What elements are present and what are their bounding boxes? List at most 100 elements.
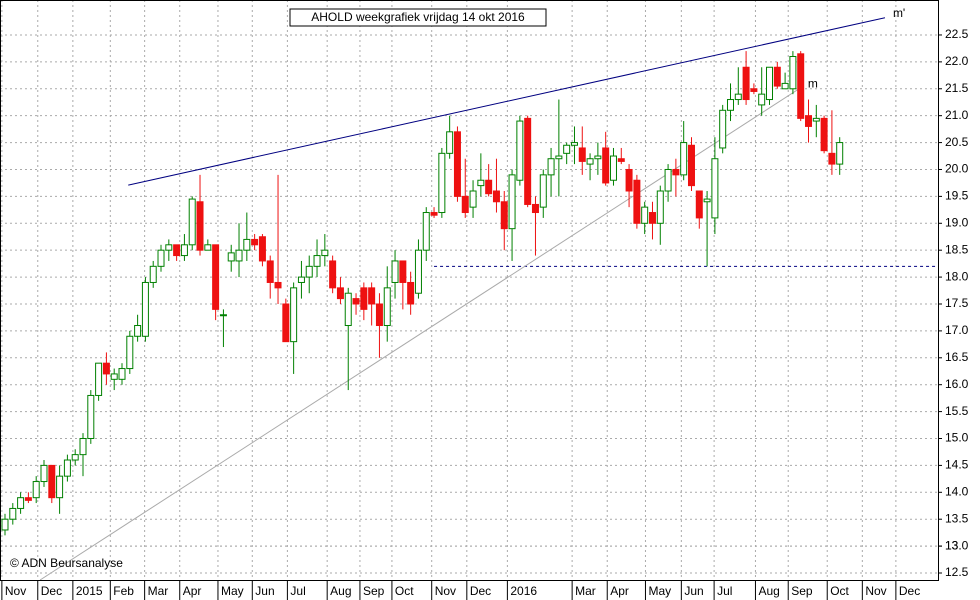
- copyright: © ADN Beursanalyse: [10, 556, 123, 570]
- x-tick-label: Oct: [830, 584, 849, 598]
- candle-body: [805, 115, 813, 127]
- y-tick-label: 17.5: [945, 296, 969, 310]
- y-tick-label: 13.0: [945, 538, 969, 552]
- x-tick-label: Jul: [717, 584, 732, 598]
- x-tick-label: Sep: [791, 584, 813, 598]
- x-tick-label: 2015: [76, 584, 103, 598]
- y-tick-label: 16.5: [945, 350, 969, 364]
- candle-body: [149, 265, 157, 283]
- candle-body: [157, 249, 165, 267]
- candle-body: [438, 152, 446, 214]
- candle-body: [9, 507, 17, 520]
- candle-body: [446, 131, 454, 154]
- candle-body: [773, 66, 781, 87]
- candle-body: [695, 190, 703, 219]
- candle-body: [266, 260, 274, 283]
- candle-body: [227, 252, 235, 262]
- candle-body: [368, 287, 376, 305]
- x-tick-label: Sep: [363, 584, 385, 598]
- y-tick-label: 22.5: [945, 27, 969, 41]
- x-tick-label: Jun: [255, 584, 274, 598]
- candle-body: [180, 244, 188, 257]
- candle-body: [578, 147, 586, 162]
- candle-body: [516, 120, 524, 181]
- marks: [1, 17, 938, 581]
- candle-body: [836, 142, 844, 165]
- candle-body: [547, 158, 555, 176]
- x-tick-label: May: [221, 584, 244, 598]
- candle-body: [609, 155, 617, 181]
- candle-body: [383, 287, 391, 327]
- candle-body: [524, 117, 532, 205]
- candle-body: [258, 236, 266, 262]
- candle-body: [765, 66, 773, 101]
- candle-body: [719, 109, 727, 149]
- candle-body: [95, 362, 103, 396]
- y-tick-label: 22.0: [945, 54, 969, 68]
- candle-body: [40, 464, 48, 483]
- y-tick-label: 20.0: [945, 162, 969, 176]
- x-tick-label: Oct: [395, 584, 414, 598]
- candle-body: [828, 152, 836, 165]
- y-tick-label: 14.0: [945, 484, 969, 498]
- candle-body: [414, 249, 422, 294]
- candle-body: [321, 249, 329, 257]
- candle-body: [102, 362, 110, 375]
- candle-body: [430, 212, 438, 216]
- candle-body: [664, 168, 672, 192]
- y-tick-label: 18.5: [945, 242, 969, 256]
- x-tick-label: Jul: [290, 584, 305, 598]
- candle-body: [422, 212, 430, 251]
- candle-body: [453, 131, 461, 197]
- candle-body: [570, 142, 578, 146]
- candle-body: [212, 244, 220, 310]
- x-tick-label: Dec: [899, 584, 920, 598]
- y-tick-label: 21.0: [945, 108, 969, 122]
- y-tick-label: 18.0: [945, 269, 969, 283]
- candle-body: [243, 238, 251, 251]
- candle-body: [586, 158, 594, 165]
- trendline-label: m: [808, 76, 818, 90]
- candle-body: [625, 168, 633, 192]
- candle-body: [118, 368, 126, 380]
- candle-body: [500, 201, 508, 230]
- candle-body: [87, 394, 95, 439]
- x-tick-label: Nov: [435, 584, 456, 598]
- candle-body: [297, 276, 305, 283]
- y-tick-label: 13: [945, 538, 959, 552]
- candle-body: [305, 265, 313, 278]
- x-tick-label: Aug: [758, 584, 779, 598]
- candle-body: [375, 303, 383, 327]
- candle-body: [750, 88, 758, 92]
- candle-body: [313, 255, 321, 267]
- candle-body: [703, 198, 711, 203]
- candle-body: [48, 464, 56, 499]
- candle-body: [648, 212, 656, 224]
- candle-body: [336, 287, 344, 300]
- x-tick-label: Dec: [41, 584, 62, 598]
- trendline: [128, 17, 886, 186]
- y-tick-label: 12.5: [945, 565, 969, 579]
- candle-body: [563, 144, 571, 154]
- candle-body: [188, 198, 196, 246]
- plot-frame: [0, 0, 939, 581]
- x-tick-label: 2016: [510, 584, 537, 598]
- candle-body: [344, 292, 352, 327]
- candle-body: [134, 325, 142, 337]
- candle-body: [32, 481, 40, 499]
- x-tick-label: Dec: [470, 584, 491, 598]
- candle-body: [352, 298, 360, 305]
- candle-body: [173, 244, 181, 257]
- y-tick-label: 15.5: [945, 404, 969, 418]
- x-tick-label: Aug: [330, 584, 351, 598]
- x-tick-label: Mar: [148, 584, 169, 598]
- y-tick-label: 15.0: [945, 431, 969, 445]
- title-box: [289, 8, 547, 27]
- candle-body: [329, 260, 337, 289]
- chart-title: AHOLD weekgrafiek vrijdag 14 okt 2016: [311, 10, 525, 24]
- candle-body: [539, 174, 547, 208]
- candle-body: [711, 158, 719, 219]
- y-tick-label: 20.5: [945, 135, 969, 149]
- candle-body: [594, 155, 602, 160]
- candle-body: [1, 518, 9, 531]
